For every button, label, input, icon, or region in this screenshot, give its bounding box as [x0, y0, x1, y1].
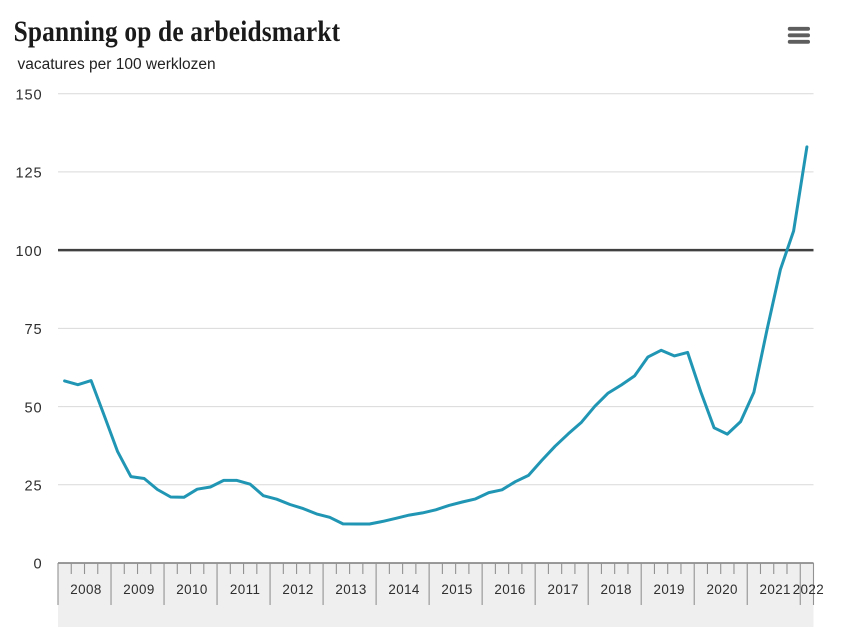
svg-text:2009: 2009 [123, 582, 154, 597]
svg-text:125: 125 [15, 166, 42, 182]
svg-text:2022: 2022 [793, 582, 824, 597]
svg-text:2020: 2020 [707, 582, 738, 597]
svg-text:2014: 2014 [388, 582, 420, 597]
svg-text:100: 100 [15, 244, 42, 260]
svg-text:2018: 2018 [601, 582, 632, 597]
svg-text:2013: 2013 [335, 582, 366, 597]
svg-text:2012: 2012 [282, 582, 313, 597]
svg-text:2011: 2011 [230, 582, 260, 597]
svg-text:2008: 2008 [70, 582, 101, 597]
svg-text:Spanning op de arbeidsmarkt: Spanning op de arbeidsmarkt [14, 15, 341, 48]
svg-text:25: 25 [24, 478, 42, 494]
svg-text:2017: 2017 [548, 582, 579, 597]
svg-text:50: 50 [24, 400, 42, 416]
svg-text:150: 150 [15, 87, 42, 103]
svg-text:2015: 2015 [441, 582, 472, 597]
svg-text:2016: 2016 [494, 582, 525, 597]
svg-text:2010: 2010 [176, 582, 207, 597]
svg-text:0: 0 [33, 557, 42, 573]
svg-text:2019: 2019 [654, 582, 685, 597]
svg-text:vacatures per 100 werklozen: vacatures per 100 werklozen [18, 56, 216, 73]
svg-text:75: 75 [24, 322, 42, 338]
svg-text:2021: 2021 [760, 582, 791, 597]
